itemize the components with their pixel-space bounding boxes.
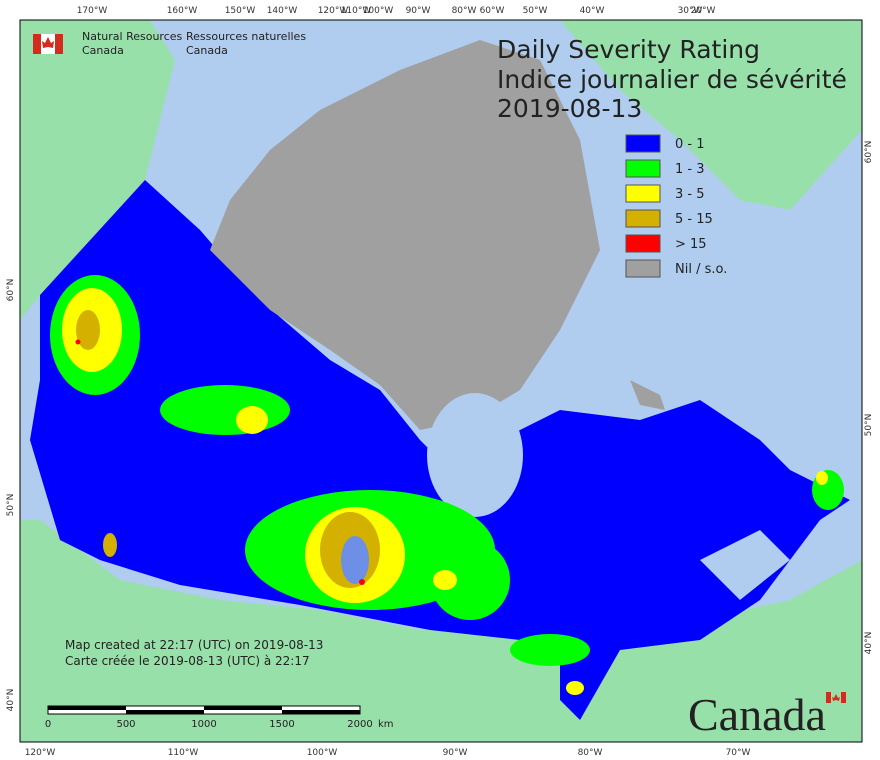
maple-leaf [832, 694, 840, 701]
zone-gt-15 [359, 579, 365, 585]
graticule-left: 40°N [6, 689, 16, 712]
legend-label: > 15 [675, 237, 707, 252]
scale-label: 1500 [269, 719, 294, 730]
scale-label: 1000 [191, 719, 216, 730]
graticule-top: 100°W [363, 6, 394, 16]
zone-5-15 [103, 533, 117, 557]
zone-1-3 [430, 540, 510, 620]
gulf [700, 530, 790, 600]
graticule-bottom: 110°W [168, 748, 199, 758]
flag-bar [826, 692, 831, 703]
legend-swatch [625, 134, 661, 153]
graticule-top: 150°W [225, 6, 256, 16]
zone-gt-15 [75, 339, 81, 345]
scale-seg [126, 710, 204, 714]
zone-3-5 [236, 406, 268, 434]
scale-unit: km [378, 719, 394, 730]
graticule-top: 140°W [267, 6, 298, 16]
scale-label: 500 [116, 719, 135, 730]
scale-bar: 0 500 1000 1500 2000 km [45, 705, 394, 730]
zone-3-5 [816, 471, 828, 485]
title-en: Daily Severity Rating [497, 35, 760, 64]
arctic-nil [630, 380, 665, 410]
graticule-top: 160°W [167, 6, 198, 16]
title-date: 2019-08-13 [497, 94, 642, 123]
flag-bar [33, 34, 41, 54]
legend-swatch [625, 209, 661, 228]
scale-label: 0 [45, 719, 51, 730]
legend: 0 - 1 1 - 3 3 - 5 5 - 15 > 15 Nil / s.o. [625, 134, 727, 278]
map-frame [19, 19, 863, 743]
graticule-left: 50°N [6, 494, 16, 517]
graticule-left: 60°N [6, 279, 16, 302]
legend-label: 3 - 5 [675, 187, 705, 202]
graticule-top: 170°W [77, 6, 108, 16]
zone-3-5 [433, 570, 457, 590]
graticule-top: 110°W [341, 6, 372, 16]
scale-seg [48, 706, 126, 710]
legend-label: Nil / s.o. [675, 262, 727, 277]
flag-bar [55, 34, 63, 54]
fire-zones [50, 275, 844, 695]
legend-swatch [625, 234, 661, 253]
graticule-bottom: 90°W [443, 748, 468, 758]
maple-leaf [42, 37, 54, 48]
legend-swatch [625, 184, 661, 203]
agency-fr: Ressources naturelles [186, 30, 306, 43]
flag-bar [841, 692, 846, 703]
agency-fr: Canada [186, 44, 228, 57]
canada-low [30, 180, 850, 720]
zone-5-15 [76, 310, 100, 350]
scale-label: 2000 [347, 719, 372, 730]
legend-label: 0 - 1 [675, 137, 705, 152]
zone-1-3 [510, 634, 590, 666]
title-fr: Indice journalier de sévérité [497, 65, 847, 94]
wordmark: Canada [688, 689, 826, 740]
graticule-bottom: 120°W [25, 748, 56, 758]
graticule-top: 60°W [480, 6, 505, 16]
graticule-top: 80°W [452, 6, 477, 16]
graticule-top: 20°W [691, 6, 716, 16]
graticule-top: 120°W [318, 6, 349, 16]
graticule-top: 50°W [523, 6, 548, 16]
legend-label: 5 - 15 [675, 212, 713, 227]
legend-swatch [625, 259, 661, 278]
frame-border [19, 19, 863, 743]
graticule-right: 60°N [864, 141, 874, 164]
graticule-bottom: 70°W [726, 748, 751, 758]
hudson-bay [427, 393, 523, 517]
legend-swatch [625, 159, 661, 178]
legend-label: 1 - 3 [675, 162, 705, 177]
zone-3-5 [566, 681, 584, 695]
zone-1-3 [160, 385, 290, 435]
credit-fr: Carte créée le 2019-08-13 (UTC) à 22:17 [65, 654, 310, 668]
graticule-top: 30°W [678, 6, 703, 16]
graticule-right: 50°N [864, 414, 874, 437]
greenland [560, 20, 862, 210]
credit-en: Map created at 22:17 (UTC) on 2019-08-13 [65, 638, 323, 652]
alaska [20, 20, 175, 320]
graticule-top: 40°W [580, 6, 605, 16]
canada-wordmark: Canada [688, 689, 846, 740]
zone-0-1 [341, 536, 369, 584]
agency-en: Canada [82, 44, 124, 57]
arctic-nil [210, 40, 600, 430]
scale-seg [204, 706, 282, 710]
nrcan-signature: Natural Resources Canada Ressources natu… [33, 30, 306, 57]
graticule-bottom: 80°W [578, 748, 603, 758]
graticule-top: 90°W [406, 6, 431, 16]
agency-en: Natural Resources [82, 30, 183, 43]
graticule-right: 40°N [864, 632, 874, 655]
scale-seg [282, 710, 360, 714]
graticule-bottom: 100°W [307, 748, 338, 758]
